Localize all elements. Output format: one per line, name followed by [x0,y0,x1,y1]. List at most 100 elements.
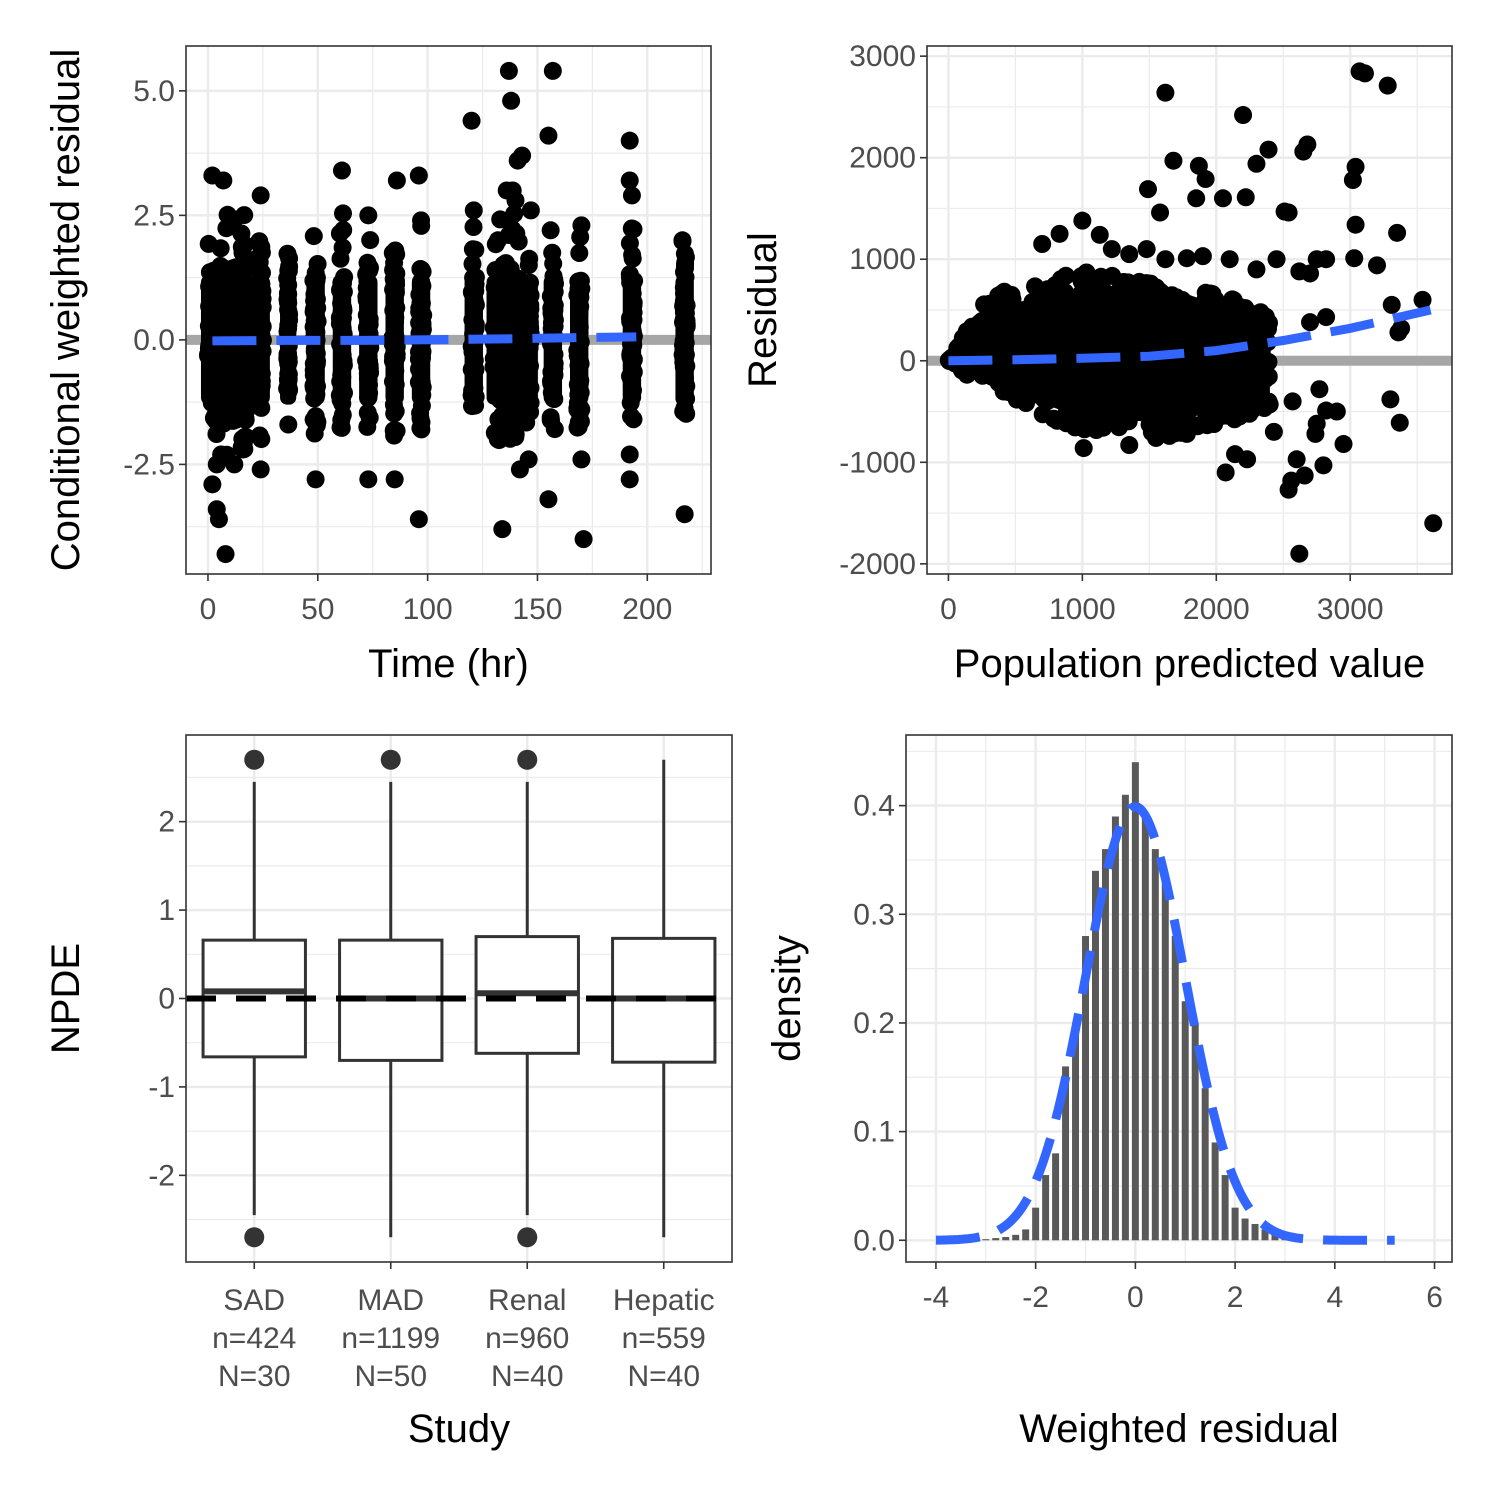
normal-density-curve [935,802,1395,1245]
data-point [1242,373,1261,392]
data-point [358,403,377,422]
category-obs-count: n=559 [622,1322,706,1355]
x-tick-label: 2 [1227,1281,1244,1314]
data-point-band [251,275,270,405]
data-point [1137,240,1156,259]
data-point [1032,338,1051,357]
data-point [1173,291,1192,309]
data-point [1388,223,1407,242]
data-point [1146,357,1164,376]
data-point [1120,436,1139,455]
data-point [519,256,538,275]
data-point [1119,412,1138,431]
data-point [1147,428,1166,447]
data-point [1220,250,1239,269]
data-point [519,450,538,469]
data-point [1205,415,1224,433]
data-point [1317,308,1336,327]
data-point [1346,215,1365,234]
data-point [673,231,692,250]
y-tick-label: 3000 [849,40,916,73]
data-point [620,470,639,489]
data-point [385,426,404,445]
data-point [386,402,405,421]
panel-border [926,45,1453,575]
x-tick-label: 0 [200,593,217,626]
data-point [466,240,485,259]
data-point [1059,395,1078,414]
data-point [1381,390,1400,409]
data-point [1177,249,1196,268]
y-tick-label: -2000 [839,548,916,581]
data-point [1119,332,1138,351]
x-tick-label: 6 [1426,1281,1443,1314]
panel-residual-vs-pred: -2000 -1000 0 1000 2000 3000 0 1000 2000 3000 Popu… [741,40,1453,686]
data-point-band [385,275,404,405]
data-point [211,239,230,258]
y-tick-label: 0.3 [853,898,895,931]
data-point [1090,225,1109,244]
outlier-point [380,749,401,770]
data-point [1048,411,1067,430]
data-point [1013,374,1031,393]
y-axis-title: Residual [741,232,785,388]
y-tick-label: -1 [148,1071,175,1104]
data-point [1026,292,1045,311]
data-point [1294,142,1313,161]
data-point [412,420,431,439]
y-tick-label: -1000 [839,446,916,479]
data-point [1046,275,1065,294]
data-point [1187,314,1206,333]
category-label: SAD [223,1284,285,1317]
category-label: Renal [488,1284,566,1317]
outlier-point [517,749,538,770]
data-point [1103,266,1122,285]
histogram-bar [1121,794,1129,1241]
data-point [1236,188,1255,207]
data-point [235,206,254,225]
data-point [331,249,350,268]
y-tick-label: 1 [158,894,175,927]
data-point [1118,315,1137,334]
data-point [1203,285,1222,304]
histogram-bar [982,1239,990,1241]
histogram-bar [992,1238,1000,1241]
data-point [1290,544,1309,563]
data-point [539,126,558,145]
data-point [539,490,558,509]
data-point [624,220,643,239]
data-point [251,186,270,205]
loess-smooth-line [212,332,637,346]
data-point [675,402,694,421]
data-point [387,245,406,264]
y-tick-label: 1000 [849,243,916,276]
x-tick-label: 0 [940,593,957,626]
data-point [496,254,515,273]
data-point [1063,360,1082,379]
data-point-band [570,275,589,405]
data-point [1216,463,1235,482]
category-obs-count: n=1199 [341,1322,440,1355]
category-obs-count: n=960 [485,1322,569,1355]
data-point [1074,289,1093,308]
data-point [1424,514,1443,533]
data-point [977,364,996,383]
histogram-bar [1171,936,1179,1241]
data-point [499,61,518,80]
category-subject-count: N=50 [354,1360,427,1393]
data-point [409,510,428,529]
data-point [1007,390,1026,409]
x-tick-label: 0 [1127,1281,1144,1314]
histogram-bar [1052,1153,1060,1241]
data-point [1187,335,1206,353]
x-tick-label: -4 [923,1281,950,1314]
data-point [488,231,507,250]
data-point [1083,409,1102,428]
x-axis-title: Weighted residual [1019,1407,1338,1451]
data-point [624,410,643,429]
data-point [1033,235,1052,253]
data-point [1102,240,1121,259]
x-tick-label: 100 [403,593,453,626]
data-point [1074,439,1093,458]
box-renal [474,749,580,1248]
